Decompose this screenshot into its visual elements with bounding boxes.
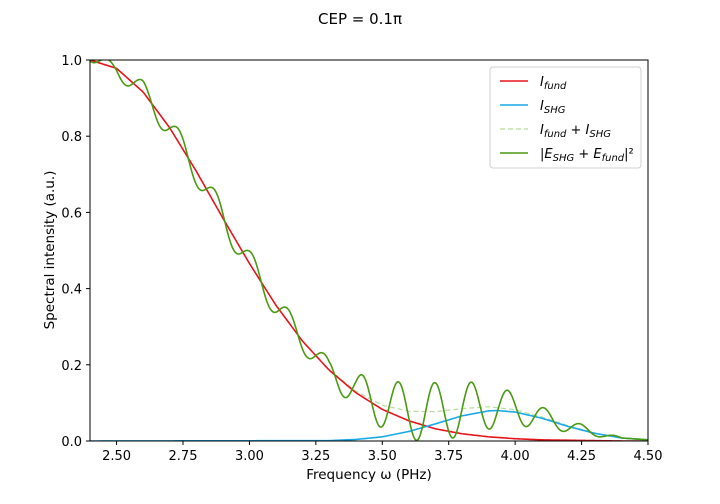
x-tick-label-7: 4.25 [567,449,596,464]
legend-label-3: |ESHG + Efund|² [540,147,634,164]
y-axis: 0.0 0.2 0.4 0.6 0.8 1.0 [61,54,90,450]
legend-label-0: Ifund [540,75,567,92]
x-tick-label-5: 3.75 [434,449,463,464]
x-axis: 2.50 2.75 3.00 3.25 3.50 3.75 4.00 4.25 4.50 [102,441,662,464]
y-tick-label-1: 0.2 [61,359,82,374]
y-axis-label: Spectral intensity (a.u.) [42,171,58,330]
x-tick-label-1: 2.75 [169,449,198,464]
y-tick-label-2: 0.4 [61,283,82,298]
x-tick-label-4: 3.50 [368,449,397,464]
plot-frame [89,59,649,442]
legend-box [489,66,642,169]
x-tick-label-3: 3.25 [301,449,330,464]
plot-area [89,59,649,442]
chart-title: CEP = 0.1π [318,10,402,28]
x-tick-label-6: 4.00 [501,449,530,464]
series-line-0 [90,60,648,441]
series-line-1 [90,409,648,441]
x-tick-label-2: 3.00 [235,449,264,464]
y-tick-label-5: 1.0 [61,54,82,69]
x-tick-label-0: 2.50 [102,449,131,464]
x-axis-label: Frequency ω (PHz) [306,467,432,483]
y-tick-label-0: 0.0 [61,435,82,450]
legend: Ifund ISHG Ifund + ISHG |ESHG + Efund|² [489,66,642,169]
x-tick-label-8: 4.50 [634,449,663,464]
series-line-3 [90,60,648,441]
y-tick-label-3: 0.6 [61,206,82,221]
legend-label-1: ISHG [540,99,566,116]
y-tick-label-4: 0.8 [61,130,82,145]
legend-label-2: Ifund + ISHG [540,123,611,140]
